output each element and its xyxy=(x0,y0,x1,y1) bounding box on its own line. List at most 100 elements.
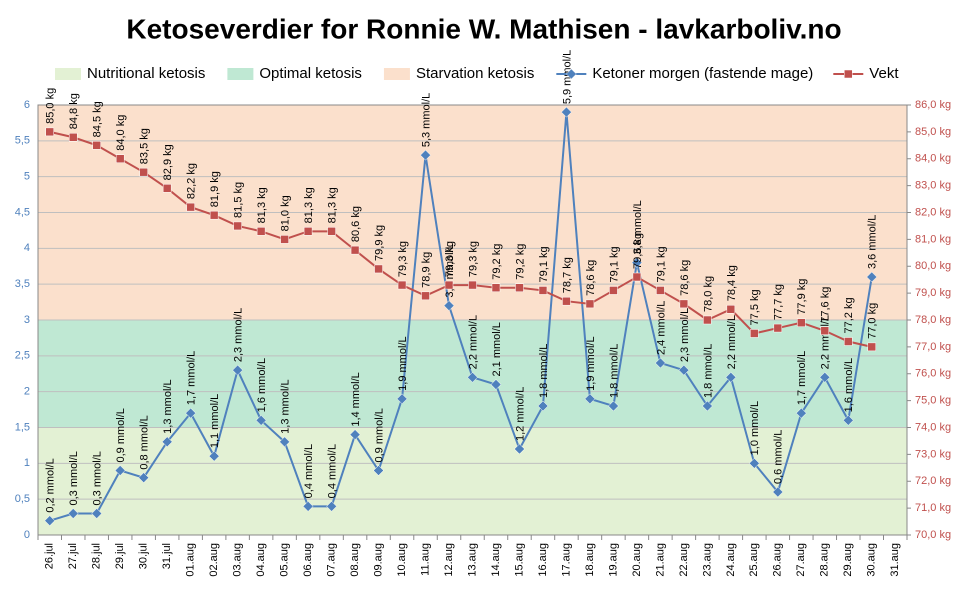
data-label: 5,9 mmol/L xyxy=(561,50,573,104)
data-label: 84,0 kg xyxy=(115,115,127,151)
point xyxy=(748,457,760,469)
point xyxy=(280,235,289,244)
point xyxy=(565,68,577,80)
point xyxy=(490,379,502,390)
point xyxy=(562,296,571,306)
point xyxy=(820,326,830,335)
point xyxy=(91,508,103,519)
data-label: 85,0 kg xyxy=(45,88,57,124)
point xyxy=(326,500,337,512)
data-label: 0,9 mmol/L xyxy=(373,408,385,462)
x-tick-label: 06.aug xyxy=(302,543,314,577)
data-label: 79,9 kg xyxy=(373,225,385,261)
point xyxy=(702,400,713,412)
point xyxy=(279,436,290,448)
point xyxy=(138,472,150,484)
data-label: 77,7 kg xyxy=(773,284,785,320)
point xyxy=(585,299,595,309)
data-label: 0,4 mmol/L xyxy=(303,444,315,498)
x-tick-label: 15.aug xyxy=(513,543,525,577)
x-tick-label: 18.aug xyxy=(584,543,596,577)
data-label: 78,6 kg xyxy=(679,260,691,296)
point xyxy=(491,283,501,292)
x-tick-label: 11.aug xyxy=(419,543,431,576)
y-tick-label: 6 xyxy=(24,99,30,111)
point xyxy=(819,371,831,383)
y2-tick-label: 86,0 kg xyxy=(915,99,951,111)
point xyxy=(396,393,408,405)
data-label: 80,6 kg xyxy=(350,206,362,242)
point xyxy=(44,515,56,527)
data-label: 3,6 mmol/L xyxy=(867,215,879,269)
data-label: 1,4 mmol/L xyxy=(350,372,362,426)
data-label: 79,3 kg xyxy=(444,241,456,277)
x-tick-label: 03.aug xyxy=(232,543,244,577)
data-label: 81,5 kg xyxy=(233,182,245,218)
y-tick-label: 0,5 xyxy=(15,493,30,505)
data-label: 5,3 mmol/L xyxy=(420,93,432,147)
point xyxy=(773,323,783,333)
data-label: 2,4 mmol/L xyxy=(655,301,667,355)
legend-swatch xyxy=(227,68,254,80)
point xyxy=(397,280,407,290)
data-label: 77,0 kg xyxy=(867,303,879,339)
y-tick-label: 3 xyxy=(24,314,30,326)
x-tick-label: 26.jul xyxy=(44,543,56,569)
x-tick-label: 20.aug xyxy=(631,543,643,577)
point xyxy=(67,508,79,519)
point xyxy=(420,149,431,161)
data-label: 2,3 mmol/L xyxy=(679,308,691,362)
data-label: 84,5 kg xyxy=(92,101,104,137)
point xyxy=(678,364,690,376)
point xyxy=(303,227,313,236)
data-label: 1,1 mmol/L xyxy=(209,394,221,448)
data-label: 81,3 kg xyxy=(256,187,268,223)
data-label: 78,6 kg xyxy=(585,260,597,296)
y2-tick-label: 79,0 kg xyxy=(915,287,951,299)
data-label: 84,8 kg xyxy=(68,93,80,129)
point xyxy=(467,371,478,383)
data-label: 81,3 kg xyxy=(326,187,338,223)
x-tick-label: 10.aug xyxy=(396,543,408,577)
y2-tick-label: 72,0 kg xyxy=(915,475,951,487)
point xyxy=(797,318,806,327)
y2-tick-label: 75,0 kg xyxy=(915,395,951,407)
plot-frame xyxy=(37,104,908,536)
point xyxy=(655,357,666,369)
data-label: 1,9 mmol/L xyxy=(585,336,597,390)
data-label: 78,7 kg xyxy=(561,257,573,293)
data-label: 79,6 kg xyxy=(632,233,644,269)
x-tick-label: 05.aug xyxy=(279,543,291,577)
y2-tick-label: 71,0 kg xyxy=(915,502,951,514)
legend-swatch xyxy=(55,68,81,80)
y-tick-label: 0 xyxy=(24,529,30,541)
point xyxy=(139,167,148,177)
band xyxy=(38,427,907,535)
point xyxy=(350,245,360,255)
y-tick-label: 5,5 xyxy=(15,135,30,147)
data-label: 1,9 mmol/L xyxy=(397,336,409,390)
legend-label: Optimal ketosis xyxy=(259,65,362,82)
data-label: 81,3 kg xyxy=(303,187,315,223)
data-label: 79,1 kg xyxy=(538,246,550,282)
y2-tick-label: 70,0 kg xyxy=(915,529,951,541)
legend-label: Vekt xyxy=(869,65,899,82)
point xyxy=(656,286,665,295)
point xyxy=(609,286,618,295)
x-tick-label: 04.aug xyxy=(255,543,267,577)
y-tick-label: 4 xyxy=(24,242,30,254)
point xyxy=(444,280,454,290)
y2-tick-label: 77,0 kg xyxy=(915,341,951,353)
point xyxy=(233,221,242,231)
legend-label: Nutritional ketosis xyxy=(87,65,205,82)
y2-tick-label: 76,0 kg xyxy=(915,368,951,380)
data-label: 2,3 mmol/L xyxy=(233,308,245,362)
point xyxy=(327,227,336,236)
point xyxy=(232,364,243,376)
point xyxy=(726,305,736,314)
point xyxy=(584,393,596,405)
x-tick-label: 17.aug xyxy=(560,543,572,577)
x-tick-label: 31.aug xyxy=(889,543,901,577)
point xyxy=(866,271,878,283)
